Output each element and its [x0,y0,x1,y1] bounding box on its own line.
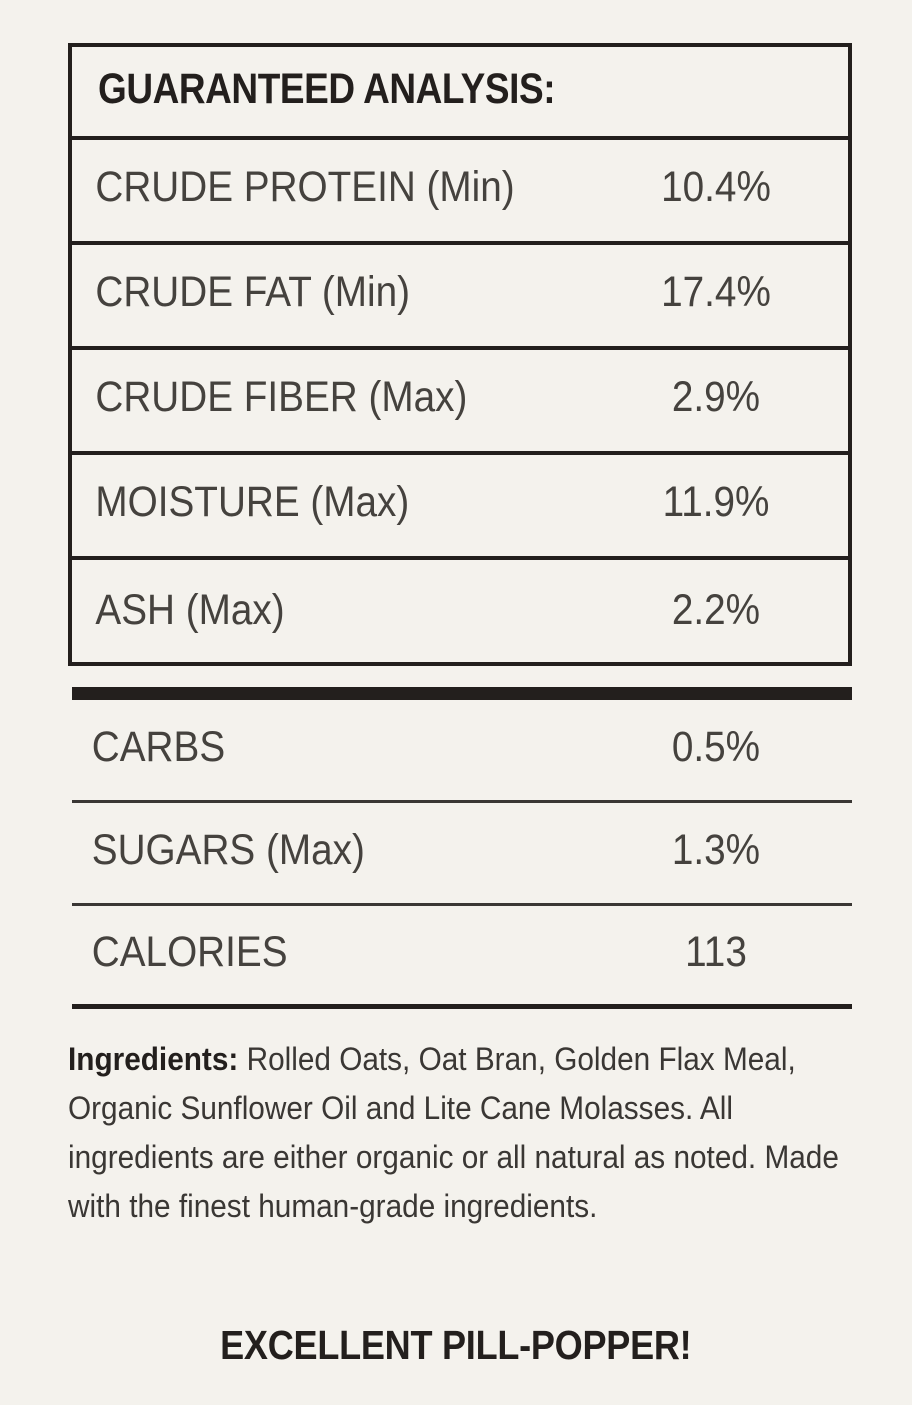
table-row: ASH (Max) 2.2% [72,560,848,666]
tagline: EXCELLENT PILL-POPPER! [0,1322,912,1369]
ingredients-section: Ingredients: Rolled Oats, Oat Bran, Gold… [68,1035,858,1231]
table-row: CRUDE FIBER (Max) 2.9% [72,350,848,455]
additional-nutrition-table: CARBS 0.5% SUGARS (Max) 1.3% CALORIES 11… [72,700,852,1009]
ingredients-heading: Ingredients: [68,1041,239,1077]
ingredients-text: Rolled Oats, Oat Bran, Golden Flax Meal,… [68,1041,839,1224]
nutrient-label: MOISTURE (Max) [95,478,410,526]
nutrient-value: 0.5% [671,722,761,771]
table-row: CARBS 0.5% [72,700,852,803]
nutrient-value: 17.4% [661,268,771,316]
guaranteed-analysis-title: GUARANTEED ANALYSIS: [98,65,556,113]
table-row: SUGARS (Max) 1.3% [72,803,852,906]
nutrient-value: 10.4% [661,163,771,211]
nutrient-label: SUGARS (Max) [91,825,365,874]
nutrient-label: ASH (Max) [95,585,285,634]
nutrient-label: CRUDE FIBER (Max) [95,373,468,421]
table-row: MOISTURE (Max) 11.9% [72,455,848,560]
table-row: CRUDE PROTEIN (Min) 10.4% [72,140,848,245]
nutrient-value: 113 [685,927,747,976]
nutrient-value: 2.2% [671,585,761,634]
nutrient-label: CRUDE FAT (Min) [95,268,411,316]
tagline-text: EXCELLENT PILL-POPPER! [220,1322,692,1368]
section-divider-bar [72,687,852,700]
nutrient-value: 1.3% [671,825,761,874]
nutrient-label: CARBS [91,722,226,771]
guaranteed-analysis-header: GUARANTEED ANALYSIS: [72,47,848,140]
nutrient-label: CALORIES [91,927,288,976]
table-row: CRUDE FAT (Min) 17.4% [72,245,848,350]
table-row: CALORIES 113 [72,906,852,1009]
guaranteed-analysis-table: GUARANTEED ANALYSIS: CRUDE PROTEIN (Min)… [68,43,852,666]
nutrient-value: 2.9% [671,373,761,421]
nutrient-label: CRUDE PROTEIN (Min) [95,163,515,211]
nutrient-value: 11.9% [662,478,770,526]
